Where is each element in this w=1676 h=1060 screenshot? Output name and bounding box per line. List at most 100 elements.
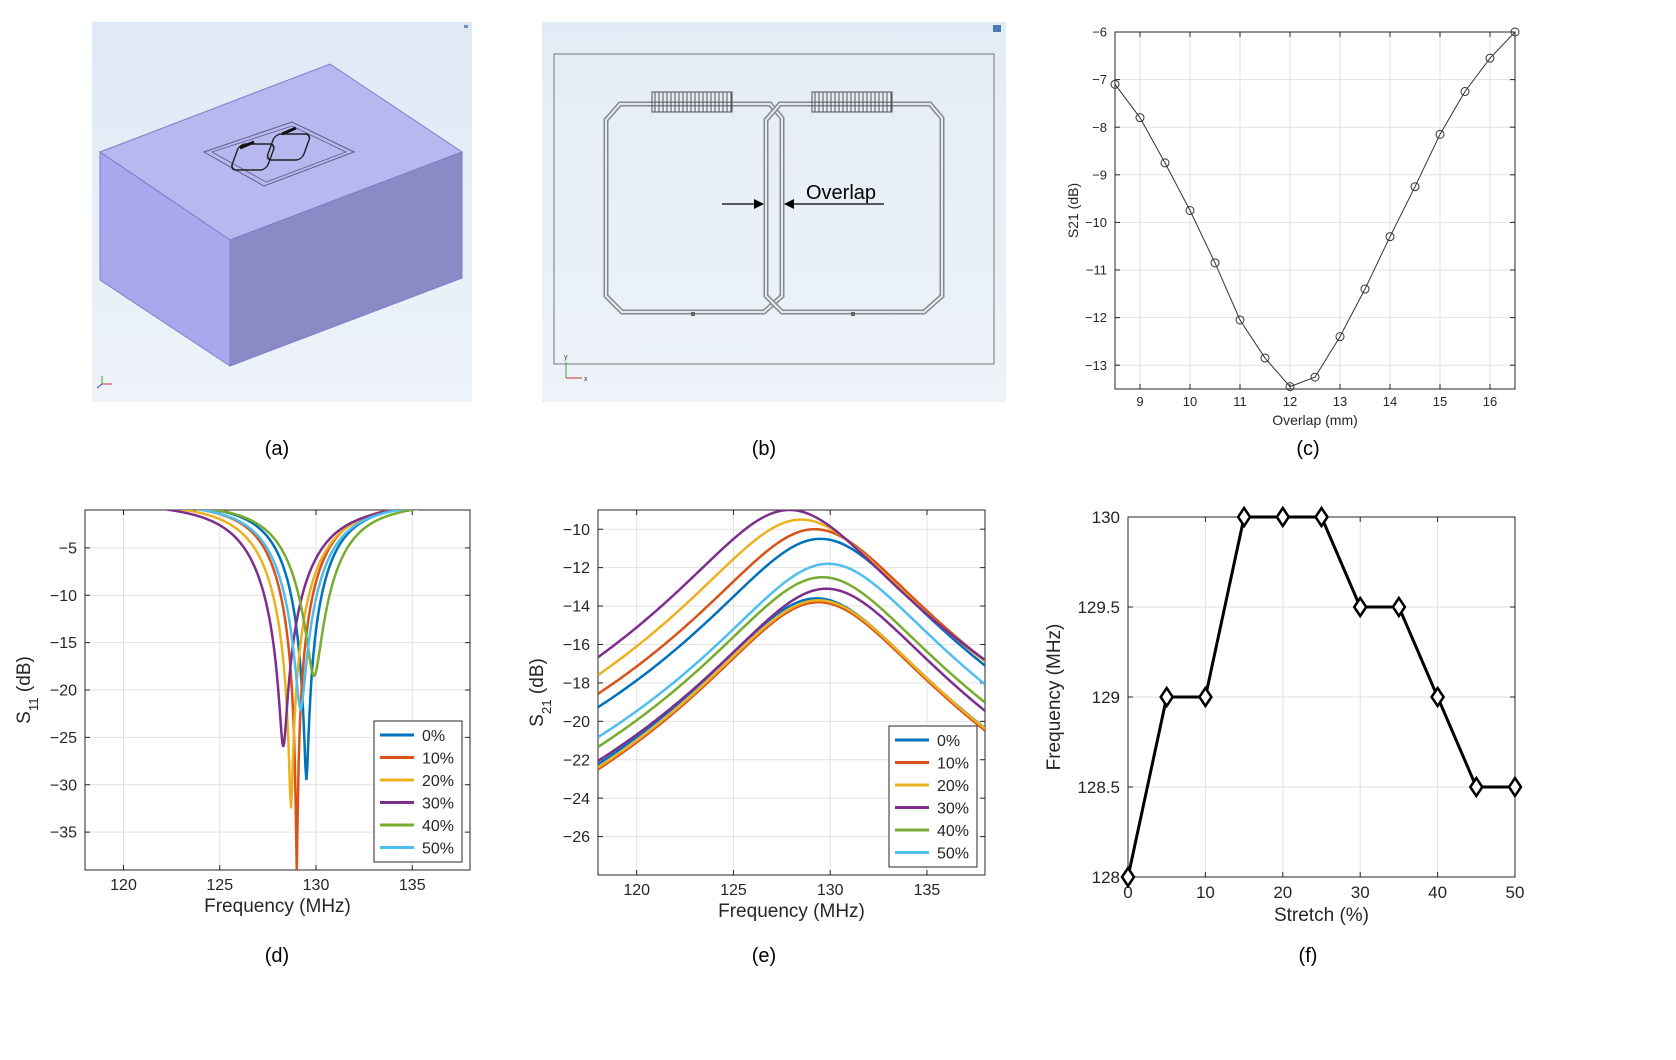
y-tick-label: −25 [50,730,77,747]
data-point [1260,353,1270,363]
x-axis-label: Frequency (MHz) [718,901,865,922]
caption-c: (c) [1296,438,1320,460]
overlap-annotation: Overlap [722,182,884,209]
series-line [598,599,985,769]
x-tick-label: 130 [303,877,330,894]
y-tick-label: −13 [1085,358,1107,373]
y-tick-label: 129.5 [1077,598,1120,617]
y-tick-label: −7 [1092,72,1107,87]
legend-entry: 30% [422,796,454,813]
arrow-left-icon [784,199,794,209]
data-point [1236,505,1252,529]
x-tick-label: 16 [1483,394,1497,409]
y-tick-label: −24 [563,791,590,808]
corner-marker-icon [993,25,1001,32]
x-tick-label: 11 [1233,394,1247,409]
series-group [598,510,985,771]
panel-a [92,22,472,402]
x-axis-label: Stretch (%) [1274,905,1369,926]
chart-c: 9 10 11 12 13 14 15 16 −6 −7 −8 −9 −10 −11 −12 −13 Overl… [1060,10,1550,430]
y-tick-label: −18 [563,675,590,692]
x-tick-label: 50 [1506,883,1525,902]
panel-b: Overlap y x [542,22,1006,402]
legend-entry: 40% [937,823,969,840]
y-tick-label: 129 [1092,688,1120,707]
x-tick-label: 120 [110,877,137,894]
data-point [1159,685,1175,709]
y-tick-label: −20 [563,714,590,731]
legend-entry: 20% [422,773,454,790]
y-tick-label: −30 [50,777,77,794]
x-axis-label: Overlap (mm) [1272,412,1358,428]
y-tick-label: −15 [50,635,77,652]
y-tick-label: −8 [1092,120,1107,135]
plot-frame [1114,31,1516,390]
overlap-label: Overlap [806,182,876,204]
x-tick-label: 13 [1333,394,1347,409]
legend-entry: 50% [937,846,969,863]
y-tick-label: −12 [563,560,590,577]
y-axis-label: Frequency (MHz) [1044,624,1065,771]
data-point [1460,87,1470,96]
x-tick-label: 0 [1123,883,1132,902]
legend-entry: 10% [937,756,969,773]
y-tick-label: −10 [563,522,590,539]
data-point [1352,595,1368,619]
data-point [1468,775,1484,799]
y-tick-label: −26 [563,829,590,846]
series-line [208,510,420,678]
y-tick-label: −20 [50,683,77,700]
chart-e: 120 125 130 135 −10 −12 −14 −16 −18 −20 −22 −24 −26 F… [515,490,1000,935]
x-tick-label: 20 [1273,883,1292,902]
data-point [1510,27,1520,37]
x-tick-label: 9 [1136,394,1143,409]
series-line [176,510,406,809]
arrow-right-icon [754,199,764,209]
series-line [208,510,405,781]
data-point [1160,158,1170,168]
left-port-marker [691,312,695,316]
data-point [1391,595,1407,619]
series-line [194,510,400,870]
x-tick-label: 30 [1351,883,1370,902]
legend: 0% 10% 20% 30% 40% 50% [373,720,463,863]
x-tick-label: 120 [623,882,650,899]
x-tick-label: 15 [1433,394,1447,409]
x-tick-label: 12 [1283,394,1297,409]
data-point [1120,865,1136,889]
legend-entry: 50% [422,841,454,858]
corner-marker-icon [464,25,468,28]
box-model-view [92,22,472,402]
series-line [160,510,406,748]
data-point [1430,685,1446,709]
x-tick-label: 14 [1383,394,1397,409]
svg-text:x: x [584,376,588,383]
y-tick-label: −12 [1085,310,1107,325]
legend-box [373,720,463,863]
data-point [1310,372,1320,382]
series-line [1114,31,1516,388]
x-tick-label: 135 [914,882,941,899]
y-tick-label: 128.5 [1077,778,1120,797]
y-tick-label: −5 [59,540,77,557]
y-tick-label: 128 [1092,868,1120,887]
y-tick-label: −10 [1085,215,1107,230]
series-line [598,527,985,695]
data-point [1313,505,1330,529]
data-point [1435,129,1445,139]
s21-vs-frequency-chart: 120 125 130 135 −10 −12 −14 −16 −18 −20 −22 −24 −26 F… [527,509,986,922]
x-tick-label: 125 [206,877,233,894]
chart-f: 0 10 20 30 40 50 128 128.5 129 129.5 130 Stretch (%… [1030,490,1555,935]
y-axis-label: S21 (dB) [527,658,554,727]
series-line [598,562,985,739]
data-point [1135,113,1145,123]
legend-entry: 0% [422,728,445,745]
data-point [1360,284,1370,294]
caption-f: (f) [1298,945,1318,967]
right-capacitor-meander [811,91,893,113]
y-tick-label: −9 [1092,167,1107,182]
legend-entry: 30% [937,801,969,818]
x-tick-label: 130 [817,882,844,899]
data-point [1235,315,1245,325]
legend-entry: 40% [422,818,454,835]
